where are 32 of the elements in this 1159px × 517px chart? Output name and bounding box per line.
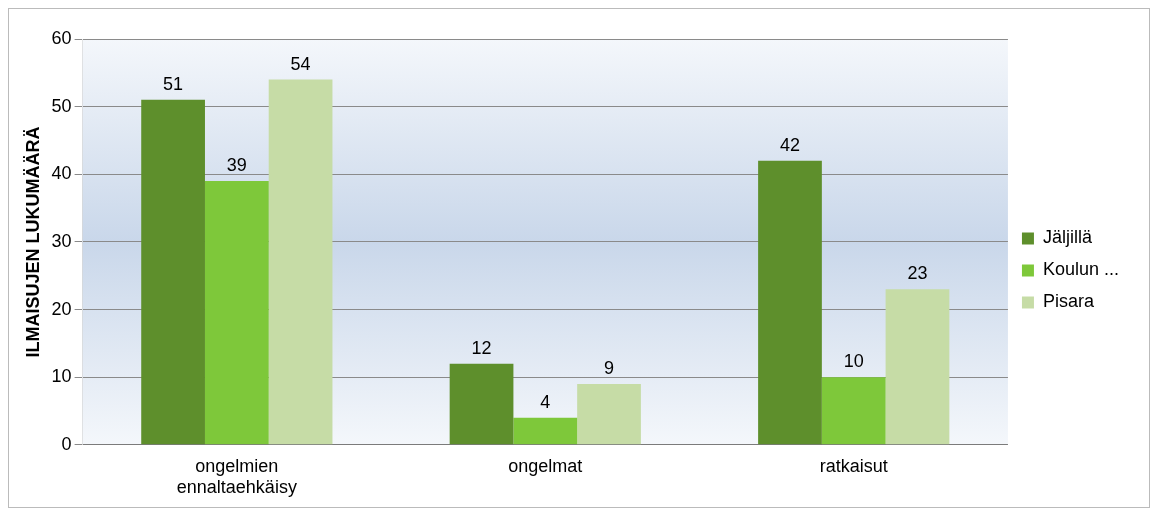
x-tick-label: ongelmat [508, 455, 583, 476]
data-label: 9 [604, 357, 615, 378]
bar [821, 377, 886, 445]
y-tick-label: 10 [51, 366, 72, 387]
legend-label: Pisara [1042, 291, 1095, 312]
data-label: 51 [163, 73, 184, 94]
bar [577, 383, 641, 445]
bar [268, 79, 333, 445]
y-tick-label: 0 [61, 433, 72, 454]
data-label: 10 [843, 351, 864, 372]
bar [449, 363, 514, 445]
bar [513, 417, 578, 445]
bar [758, 160, 822, 445]
data-label: 39 [226, 155, 247, 175]
y-tick-label: 60 [51, 27, 72, 48]
legend-label: Koulun ... [1042, 259, 1120, 280]
legend-label: Jäljillä [1042, 227, 1093, 248]
bar [204, 181, 269, 445]
data-label: 54 [290, 53, 311, 74]
bar [141, 99, 205, 445]
bar [885, 289, 950, 445]
y-tick-label: 30 [51, 230, 72, 251]
x-tick-label: ongelmien ennaltaehkäisy [176, 455, 297, 498]
x-tick-label: ratkaisut [819, 455, 888, 476]
y-axis-title: ILMAISUJEN LUKUMÄÄRÄ [22, 126, 43, 358]
data-label: 23 [907, 263, 928, 284]
data-label: 4 [540, 391, 551, 412]
y-tick-label: 50 [51, 95, 72, 116]
data-label: 42 [779, 134, 800, 155]
y-tick-label: 20 [51, 298, 72, 319]
data-label: 12 [471, 337, 492, 358]
y-tick-label: 40 [51, 163, 72, 184]
